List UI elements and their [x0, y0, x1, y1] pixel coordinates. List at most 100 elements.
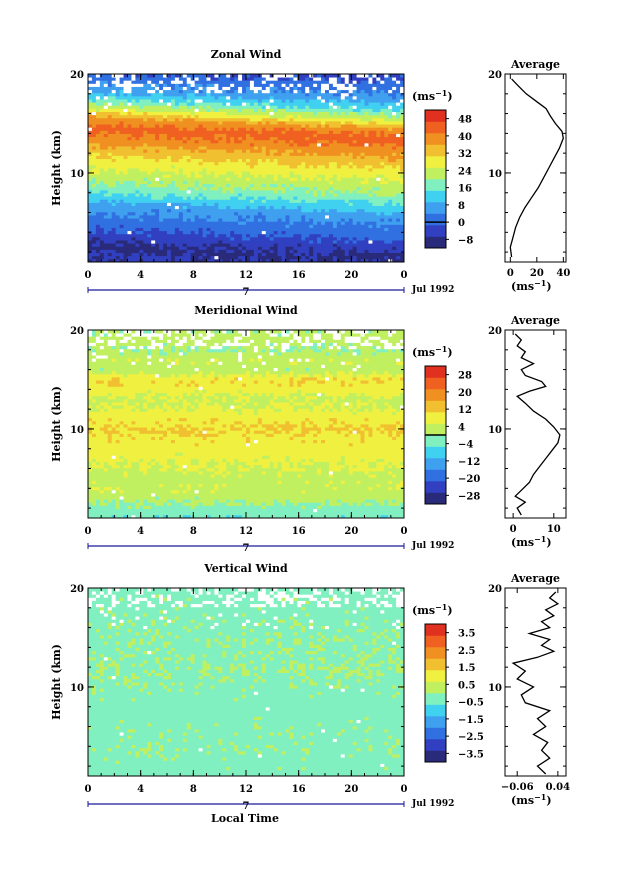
- x-tick-label: 8: [190, 526, 197, 537]
- date-label: Jul 1992: [411, 799, 454, 809]
- colorbar-unit: (ms−1): [412, 344, 453, 359]
- colorbar-swatch: [425, 377, 446, 390]
- colorbar-swatch: [425, 681, 446, 694]
- colorbar-tick-label: −1.5: [458, 715, 484, 726]
- colorbar-tick-label: 40: [458, 132, 472, 143]
- colorbar-swatch: [425, 167, 446, 180]
- average-y-tick-label: 10: [488, 683, 502, 694]
- colorbar-swatch: [425, 225, 446, 237]
- colorbar-swatch: [425, 704, 446, 717]
- colorbar-tick-label: −20: [458, 474, 480, 485]
- colorbar-swatch: [425, 458, 446, 470]
- average-y-tick-label: 10: [488, 425, 502, 436]
- average-title: Average: [510, 314, 560, 327]
- y-axis-label: Height (km): [50, 130, 63, 206]
- x-axis-label: Local Time: [211, 812, 279, 825]
- colorbar-swatch: [425, 635, 446, 648]
- y-axis-label: Height (km): [50, 644, 63, 720]
- average-title: Average: [510, 58, 560, 71]
- colorbar-unit: (ms−1): [412, 602, 453, 617]
- colorbar-tick-label: 20: [458, 388, 472, 399]
- colorbar-swatch: [425, 110, 446, 122]
- colorbar-swatch: [425, 693, 446, 705]
- x-tick-label: 8: [190, 270, 197, 281]
- heatmap-field: [88, 74, 405, 263]
- x-tick-label: 20: [344, 526, 358, 537]
- colorbar-tick-label: −0.5: [458, 698, 484, 709]
- panel-title: Meridional Wind: [194, 304, 298, 317]
- colorbar-swatch: [425, 492, 446, 505]
- colorbar-swatch: [425, 156, 446, 168]
- average-y-tick-label: 20: [488, 70, 502, 81]
- colorbar-swatch: [425, 389, 446, 401]
- colorbar-swatch: [425, 716, 446, 728]
- colorbar-tick-label: 28: [458, 371, 472, 382]
- colorbar-swatch: [425, 750, 446, 763]
- y-tick-label: 20: [70, 70, 84, 81]
- colorbar-tick-label: 12: [458, 405, 472, 416]
- colorbar-swatch: [425, 236, 446, 249]
- average-y-tick-label: 20: [488, 584, 502, 595]
- colorbar-swatch: [425, 412, 446, 424]
- colorbar-tick-label: 3.5: [458, 629, 475, 640]
- average-x-tick-label: 40: [556, 268, 570, 279]
- x-tick-label: 0: [85, 270, 92, 281]
- colorbar-tick-label: 8: [458, 201, 465, 212]
- x-tick-label: 0: [401, 270, 408, 281]
- average-profile-line: [511, 591, 560, 775]
- colorbar-tick-label: 4: [458, 422, 465, 433]
- colorbar-swatch: [425, 144, 446, 157]
- x-tick-label: 0: [401, 784, 408, 795]
- x-tick-label: 0: [85, 526, 92, 537]
- panel-3: Vertical Wind 0 4 8 12 16 20 0 10 20 Height (km) 7 J…: [50, 562, 570, 812]
- colorbar-tick-label: 24: [458, 166, 472, 177]
- colorbar-swatch: [425, 469, 446, 482]
- colorbar-swatch: [425, 446, 446, 459]
- date-label: Jul 1992: [411, 541, 454, 551]
- day-label: 7: [243, 543, 250, 554]
- day-label: 7: [243, 801, 250, 812]
- x-tick-label: 16: [292, 270, 306, 281]
- colorbar-swatch: [425, 190, 446, 203]
- x-tick-label: 0: [401, 526, 408, 537]
- colorbar-frame: [424, 623, 447, 763]
- average-y-tick-label: 20: [488, 326, 502, 337]
- panel-title: Zonal Wind: [211, 48, 282, 61]
- colorbar-tick-label: 48: [458, 115, 472, 126]
- heatmap-field: [88, 330, 405, 519]
- date-label: Jul 1992: [411, 285, 454, 295]
- average-title: Average: [510, 572, 560, 585]
- colorbar-swatch: [425, 658, 446, 671]
- colorbar-swatch: [425, 202, 446, 214]
- y-axis-label: Height (km): [50, 386, 63, 462]
- colorbar-tick-label: 16: [458, 184, 472, 195]
- average-x-tick-label: 0.04: [546, 782, 570, 793]
- average-frame: [504, 587, 567, 777]
- x-tick-label: 8: [190, 784, 197, 795]
- colorbar-swatch: [425, 670, 446, 682]
- average-x-tick-label: 20: [530, 268, 544, 279]
- colorbar-tick-label: −2.5: [458, 732, 484, 743]
- x-tick-label: 4: [137, 526, 144, 537]
- x-tick-label: 12: [239, 526, 253, 537]
- colorbar-swatch: [425, 133, 446, 145]
- x-tick-label: 12: [239, 270, 253, 281]
- average-x-tick-label: 0: [507, 268, 514, 279]
- panel-2: Meridional Wind 0 4 8 12 16 20 0 10 20 Height (km)…: [50, 304, 567, 554]
- colorbar-swatch: [425, 727, 446, 740]
- average-x-tick-label: 10: [547, 524, 561, 535]
- colorbar-tick-label: −3.5: [458, 749, 484, 760]
- colorbar-tick-label: 1.5: [458, 663, 475, 674]
- x-tick-label: 4: [137, 270, 144, 281]
- y-tick-label: 10: [70, 683, 84, 694]
- average-y-tick-label: 10: [488, 169, 502, 180]
- panel-title: Vertical Wind: [203, 562, 288, 575]
- colorbar-swatch: [425, 647, 446, 659]
- x-tick-label: 20: [344, 784, 358, 795]
- colorbar-frame: [424, 109, 447, 249]
- colorbar-tick-label: −12: [458, 457, 480, 468]
- y-tick-label: 20: [70, 326, 84, 337]
- colorbar-tick-label: 32: [458, 149, 472, 160]
